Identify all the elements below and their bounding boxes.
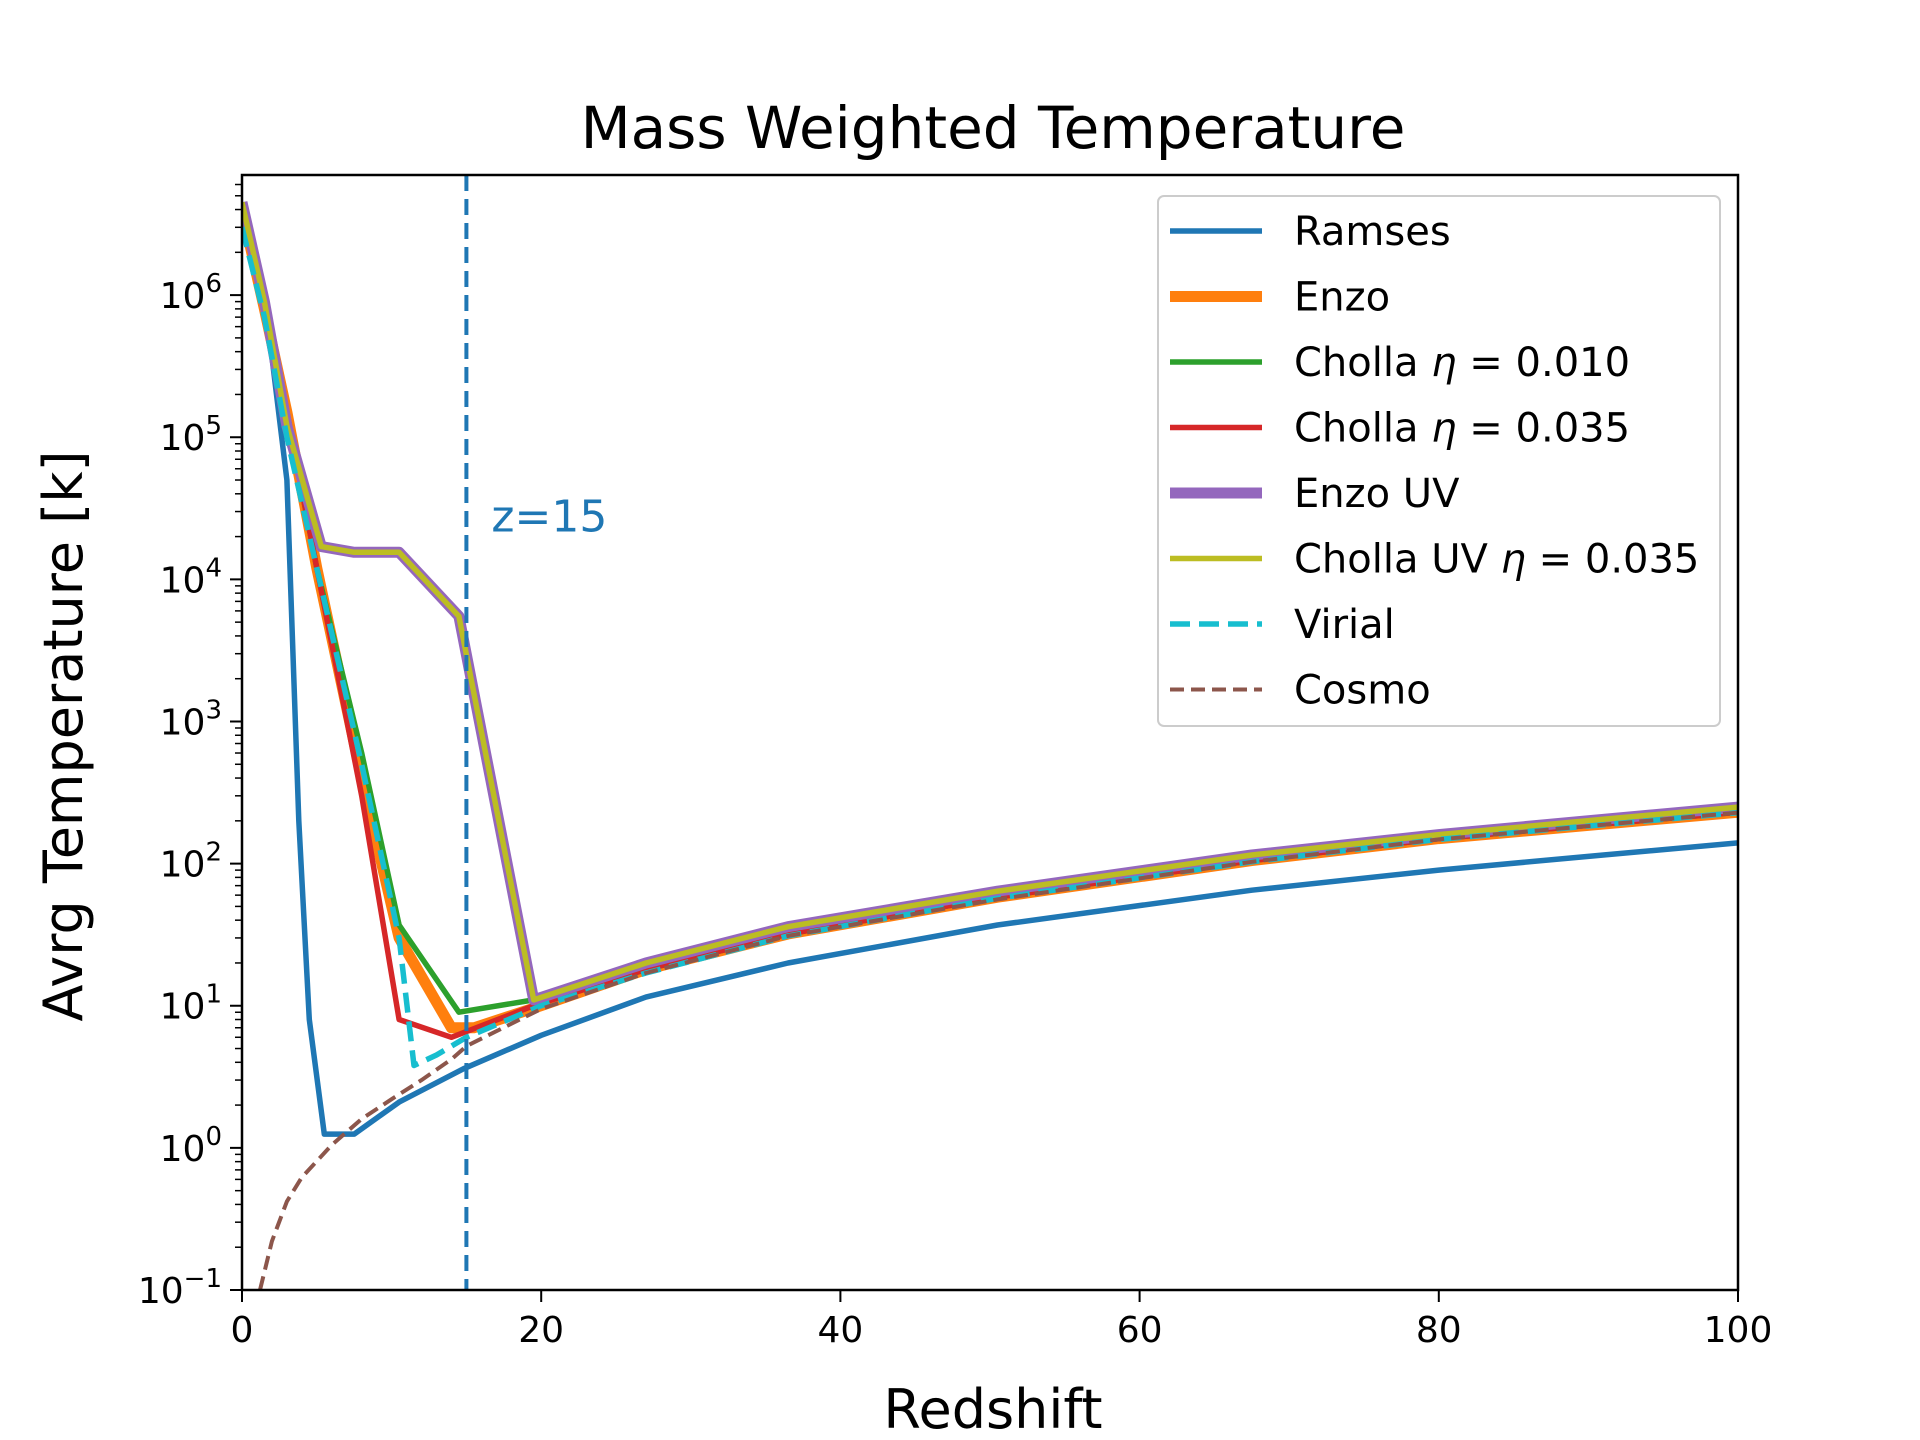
z15-annotation-label: z=15: [491, 492, 607, 543]
series-line-ramses: [242, 208, 1738, 1137]
legend-box: [1157, 195, 1721, 727]
legend: Ramses Enzo Cholla η = 0.010 Cholla η = 0.0…: [1157, 195, 1721, 727]
x-tick-label: 60: [1117, 1310, 1163, 1351]
x-tick-label: 80: [1416, 1310, 1462, 1351]
series-group: [242, 201, 1738, 1290]
chart-title: Mass Weighted Temperature: [581, 94, 1406, 162]
x-tick-label: 0: [231, 1310, 254, 1351]
legend-label: Enzo UV: [1294, 471, 1460, 517]
x-axis-title: Redshift: [883, 1378, 1102, 1440]
y-tick-label: 101: [160, 980, 222, 1028]
legend-label: Cholla UV η = 0.035: [1294, 537, 1699, 583]
y-tick-label: 105: [160, 411, 222, 459]
x-tick-label: 100: [1704, 1310, 1773, 1351]
legend-label: Enzo: [1294, 275, 1390, 321]
series-line-cholla-uv-0-035: [242, 201, 1738, 1003]
legend-label: Cholla η = 0.035: [1294, 406, 1630, 452]
plot-area: 0 20 40 60 80 100 10−1 100 101 102 103 104 105 106 z=1…: [138, 173, 1773, 1351]
y-tick-label: 106: [160, 269, 222, 317]
y-tick-label: 102: [160, 838, 222, 886]
x-tick-label: 40: [817, 1310, 863, 1351]
y-tick-label: 100: [160, 1122, 222, 1170]
legend-label: Cholla η = 0.010: [1294, 340, 1630, 386]
y-tick-label: 103: [160, 695, 222, 743]
legend-label: Ramses: [1294, 209, 1451, 255]
series-line-cosmo: [258, 810, 1738, 1290]
x-tick-label: 20: [518, 1310, 564, 1351]
plot-frame: [240, 173, 1740, 1292]
y-axis-title: Avrg Temperature [k]: [32, 450, 95, 1021]
y-tick-label: 10−1: [138, 1264, 222, 1312]
legend-label: Virial: [1294, 602, 1395, 648]
y-tick-label: 104: [160, 553, 222, 601]
legend-label: Cosmo: [1294, 668, 1431, 714]
